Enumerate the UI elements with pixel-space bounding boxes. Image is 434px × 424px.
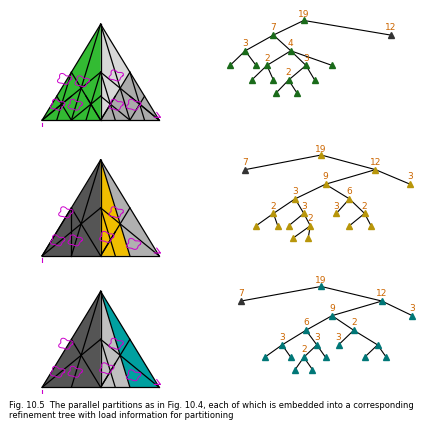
Text: 19: 19 [298,10,309,20]
Polygon shape [42,24,101,120]
Polygon shape [101,24,130,120]
Text: 12: 12 [370,158,381,167]
Text: 3: 3 [279,333,285,342]
Text: 2: 2 [362,202,367,211]
Text: 3: 3 [333,202,339,211]
Text: 12: 12 [376,289,388,298]
Polygon shape [101,160,130,256]
Text: 4: 4 [288,39,293,48]
Text: Fig. 10.5  The parallel partitions as in Fig. 10.4, each of which is embedded in: Fig. 10.5 The parallel partitions as in … [9,401,414,420]
Text: 3: 3 [303,53,309,63]
Text: 2: 2 [271,202,276,211]
Text: 7: 7 [270,23,276,32]
Text: 3: 3 [335,333,342,342]
Text: 9: 9 [329,304,335,313]
Polygon shape [101,72,159,120]
Text: 7: 7 [238,289,244,298]
Text: 3: 3 [292,187,298,196]
Polygon shape [42,160,101,256]
Text: 9: 9 [322,173,329,181]
Text: 6: 6 [346,187,352,196]
Text: 3: 3 [301,202,307,211]
Text: 3: 3 [407,173,413,181]
Text: 2: 2 [301,346,306,354]
Polygon shape [101,160,159,256]
Text: 19: 19 [316,276,327,285]
Text: 3: 3 [242,39,248,48]
Text: 19: 19 [316,145,327,154]
Polygon shape [101,291,130,387]
Text: 2: 2 [286,68,291,77]
Text: 2: 2 [264,53,270,63]
Text: 6: 6 [303,318,309,327]
Polygon shape [101,291,159,387]
Text: 12: 12 [385,23,396,32]
Text: 2: 2 [308,214,313,223]
Text: 2: 2 [351,318,356,327]
Text: 3: 3 [314,333,320,342]
Text: 3: 3 [409,304,415,313]
Text: 7: 7 [242,158,248,167]
Polygon shape [42,291,101,387]
